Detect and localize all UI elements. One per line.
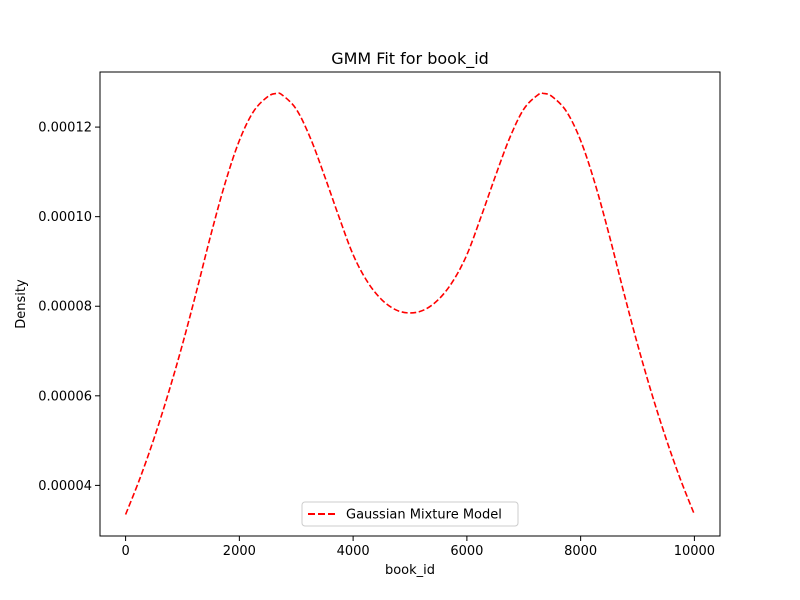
y-tick-label: 0.00006 xyxy=(38,389,92,404)
axes-frame xyxy=(99,71,721,537)
y-tick-label: 0.00012 xyxy=(38,121,92,136)
y-tick-label: 0.00008 xyxy=(38,300,92,315)
y-axis-label: Density xyxy=(14,279,29,329)
x-axis-label: book_id xyxy=(385,563,435,578)
x-tick-label: 6000 xyxy=(450,544,483,559)
x-tick-label: 4000 xyxy=(337,544,370,559)
chart-title: GMM Fit for book_id xyxy=(331,49,489,69)
y-axis-ticks: 0.00004 0.00006 0.00008 0.00010 0.00012 xyxy=(38,121,100,494)
x-tick-label: 0 xyxy=(121,544,129,559)
x-tick-label: 2000 xyxy=(223,544,256,559)
x-tick-label: 10000 xyxy=(674,544,715,559)
legend-label: Gaussian Mixture Model xyxy=(346,508,502,523)
legend: Gaussian Mixture Model xyxy=(301,501,519,527)
legend-box xyxy=(301,501,519,527)
y-tick-label: 0.00004 xyxy=(38,479,92,494)
y-tick-label: 0.00010 xyxy=(38,210,92,225)
series-line-gaussian-mixture-model xyxy=(124,92,696,515)
x-axis-ticks: 0 2000 4000 6000 8000 10000 xyxy=(121,536,715,559)
x-tick-label: 8000 xyxy=(564,544,597,559)
plot-area xyxy=(124,92,696,515)
